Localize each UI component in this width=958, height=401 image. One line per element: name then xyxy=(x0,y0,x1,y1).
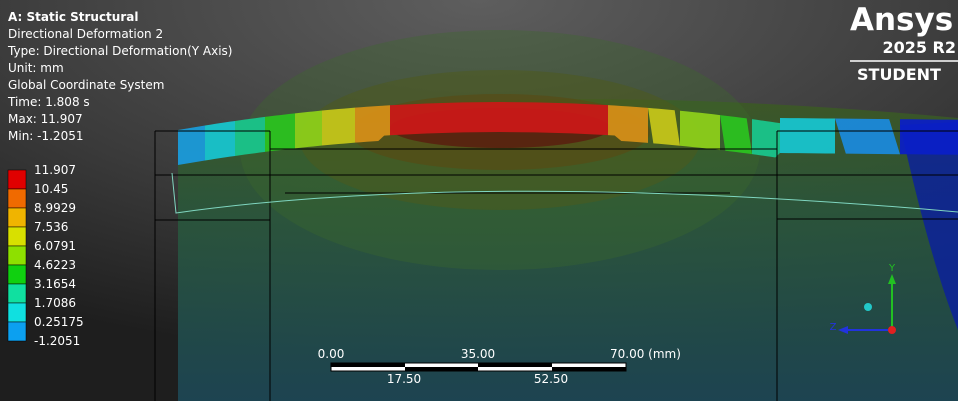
undeformed-outline xyxy=(171,172,958,214)
legend-label: 8.9929 xyxy=(34,201,76,215)
result-info-line: Max: 11.907 xyxy=(8,112,83,126)
legend-swatch xyxy=(7,207,27,228)
logo-version: 2025 R2 xyxy=(882,38,956,57)
result-info-line: Directional Deformation 2 xyxy=(8,27,163,41)
band-segment xyxy=(835,118,900,155)
legend-swatch xyxy=(7,283,27,304)
triad-x-axis xyxy=(888,326,896,334)
legend-label: 0.25175 xyxy=(34,315,84,329)
band-segment xyxy=(205,120,235,161)
scale-bar-segment xyxy=(331,363,405,367)
legend-label: 6.0791 xyxy=(34,239,76,253)
band-segment xyxy=(265,113,295,152)
result-info-line: Time: 1.808 s xyxy=(7,95,90,109)
logo-edition: STUDENT xyxy=(857,65,941,84)
scale-label: 35.00 xyxy=(461,347,495,361)
scale-label: 70.00 (mm) xyxy=(610,347,681,361)
scale-bar-segment xyxy=(478,363,552,367)
triad-y-label: Y xyxy=(888,263,896,274)
band-segment xyxy=(295,110,322,149)
legend-swatch xyxy=(7,169,27,190)
band-segment xyxy=(680,110,720,151)
result-info: Directional Deformation 2 Type: Direction… xyxy=(7,27,232,143)
result-info-line: Min: -1.2051 xyxy=(8,129,83,143)
band-segment xyxy=(900,119,958,155)
logo-brand: Ansys xyxy=(850,2,953,38)
legend-label: 1.7086 xyxy=(34,296,76,310)
scale-bar-segment xyxy=(405,367,478,371)
legend-swatch xyxy=(7,264,27,285)
result-info-line: Type: Directional Deformation(Y Axis) xyxy=(7,44,232,58)
scale-bar-segment xyxy=(552,367,626,371)
band-segment xyxy=(322,107,355,146)
scale-label: 52.50 xyxy=(534,372,568,386)
triad-z-label: Z xyxy=(830,322,837,333)
band-segment xyxy=(720,115,752,155)
band-segment xyxy=(608,105,648,143)
band-segment xyxy=(178,125,205,165)
result-title: A: Static Structural xyxy=(8,10,138,24)
legend-label: 4.6223 xyxy=(34,258,76,272)
band-segment xyxy=(235,116,265,156)
result-info-line: Unit: mm xyxy=(8,61,64,75)
band-segment xyxy=(648,107,680,146)
triad-arrow xyxy=(888,274,896,284)
legend-swatch xyxy=(7,188,27,209)
band-segment xyxy=(752,119,780,158)
legend-swatch xyxy=(7,321,27,342)
legend-swatch xyxy=(7,245,27,266)
legend-swatch xyxy=(7,226,27,247)
model-blue-region xyxy=(900,122,958,330)
legend: 11.907 10.45 8.9929 7.536 6.0791 4.6223 3.1654… xyxy=(7,163,84,348)
scale-label: 17.50 xyxy=(387,372,421,386)
band-segment xyxy=(390,102,608,136)
result-info-line: Global Coordinate System xyxy=(8,78,164,92)
legend-label: 7.536 xyxy=(34,220,68,234)
triad-arrow xyxy=(838,326,848,334)
band-segment xyxy=(355,105,390,143)
legend-label: 11.907 xyxy=(34,163,76,177)
legend-label: -1.2051 xyxy=(34,334,80,348)
scale-label: 0.00 xyxy=(318,347,345,361)
deformed-band xyxy=(178,102,958,165)
legend-label: 3.1654 xyxy=(34,277,76,291)
legend-label: 10.45 xyxy=(34,182,68,196)
legend-swatch xyxy=(7,302,27,323)
triad-iso-ball xyxy=(864,303,872,311)
band-segment xyxy=(780,118,835,154)
